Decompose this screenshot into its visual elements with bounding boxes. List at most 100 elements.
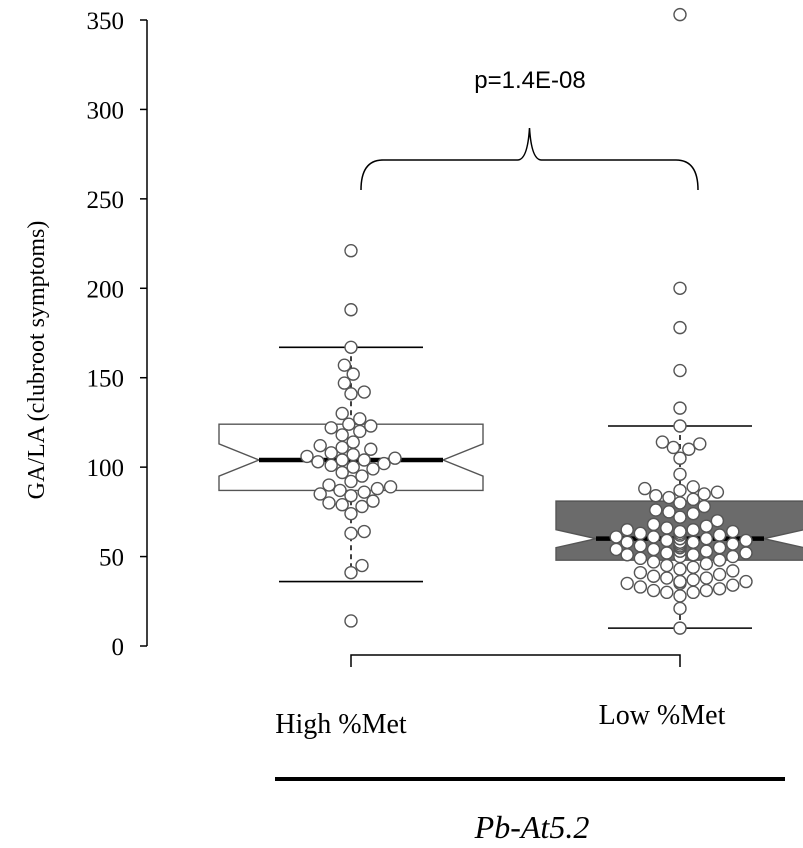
data-point (673, 451, 687, 465)
data-point (673, 562, 687, 576)
data-point (686, 523, 700, 537)
data-point (609, 542, 623, 557)
y-tick-label: 150 (87, 366, 125, 393)
data-point (699, 583, 714, 598)
data-point (660, 558, 674, 573)
data-point (673, 419, 687, 433)
data-point (620, 548, 634, 562)
data-point (324, 458, 338, 473)
data-point (313, 438, 327, 453)
data-point (620, 535, 634, 549)
data-point (726, 564, 740, 578)
box-group (555, 7, 803, 635)
data-point (355, 558, 369, 573)
data-point (646, 555, 661, 569)
data-point (682, 442, 696, 456)
y-tick-label: 50 (99, 545, 124, 572)
data-point (710, 485, 725, 499)
y-tick-label: 250 (87, 187, 125, 214)
data-point (649, 489, 663, 503)
data-point (346, 435, 360, 449)
data-point (673, 574, 687, 589)
data-point (322, 478, 336, 492)
data-point (646, 517, 661, 532)
data-point (344, 387, 358, 401)
data-point (673, 601, 687, 616)
group-label: Pb-At5.2 (474, 809, 590, 845)
data-point (638, 481, 652, 496)
box-groups (218, 7, 803, 635)
data-point (633, 551, 648, 566)
data-point (662, 490, 676, 505)
data-point (739, 546, 753, 560)
data-point (655, 435, 670, 449)
data-point (660, 571, 674, 585)
data-point (324, 446, 338, 460)
category-label-high-met: High %Met (275, 709, 407, 740)
data-point (609, 530, 623, 544)
data-point (673, 467, 687, 481)
data-point (353, 424, 367, 439)
data-point (346, 460, 360, 474)
data-point (712, 540, 727, 555)
data-point (673, 281, 687, 295)
data-point (335, 453, 349, 467)
y-tick-label: 200 (87, 276, 125, 303)
data-point (673, 363, 687, 378)
data-point (346, 447, 360, 462)
data-point (673, 589, 687, 603)
data-point (366, 462, 380, 476)
category-bracket (350, 654, 681, 667)
data-point (324, 421, 338, 435)
data-point (346, 367, 360, 381)
data-point (383, 480, 398, 494)
data-point (673, 7, 687, 22)
data-point (739, 533, 753, 548)
data-point (357, 485, 371, 499)
data-point (673, 510, 687, 524)
y-tick-label: 300 (87, 97, 125, 124)
data-point (699, 531, 714, 546)
data-point (662, 505, 676, 519)
data-point (300, 449, 314, 464)
data-point (335, 428, 349, 442)
data-point (322, 496, 336, 510)
data-point (686, 535, 700, 549)
data-point (355, 469, 369, 483)
y-tick-label: 0 (112, 634, 125, 661)
data-point (335, 465, 349, 480)
data-point (337, 358, 352, 372)
data-point (646, 542, 661, 557)
data-point (699, 544, 714, 558)
data-point (686, 480, 700, 494)
data-point (353, 412, 367, 426)
data-point (673, 483, 687, 498)
data-point (686, 585, 700, 600)
data-point (726, 524, 740, 539)
data-point (377, 456, 391, 471)
data-point (335, 440, 349, 455)
data-point (344, 474, 358, 489)
data-point (699, 557, 714, 571)
category-label-low-met: Low %Met (599, 700, 726, 731)
data-point (693, 437, 707, 451)
data-point (686, 573, 700, 587)
y-tick-label: 350 (87, 8, 125, 35)
data-point (726, 549, 740, 564)
data-point (666, 440, 681, 455)
data-point (686, 560, 700, 575)
data-point (660, 521, 674, 535)
data-point (673, 496, 687, 510)
data-point (712, 567, 727, 582)
data-point (712, 582, 727, 596)
data-point (646, 569, 661, 583)
data-point (686, 492, 700, 507)
data-point (726, 537, 740, 551)
data-point (673, 401, 687, 415)
significance-brace (360, 127, 699, 191)
data-point (313, 487, 327, 501)
data-point (660, 533, 674, 548)
data-point (357, 385, 371, 399)
data-point (697, 487, 711, 501)
